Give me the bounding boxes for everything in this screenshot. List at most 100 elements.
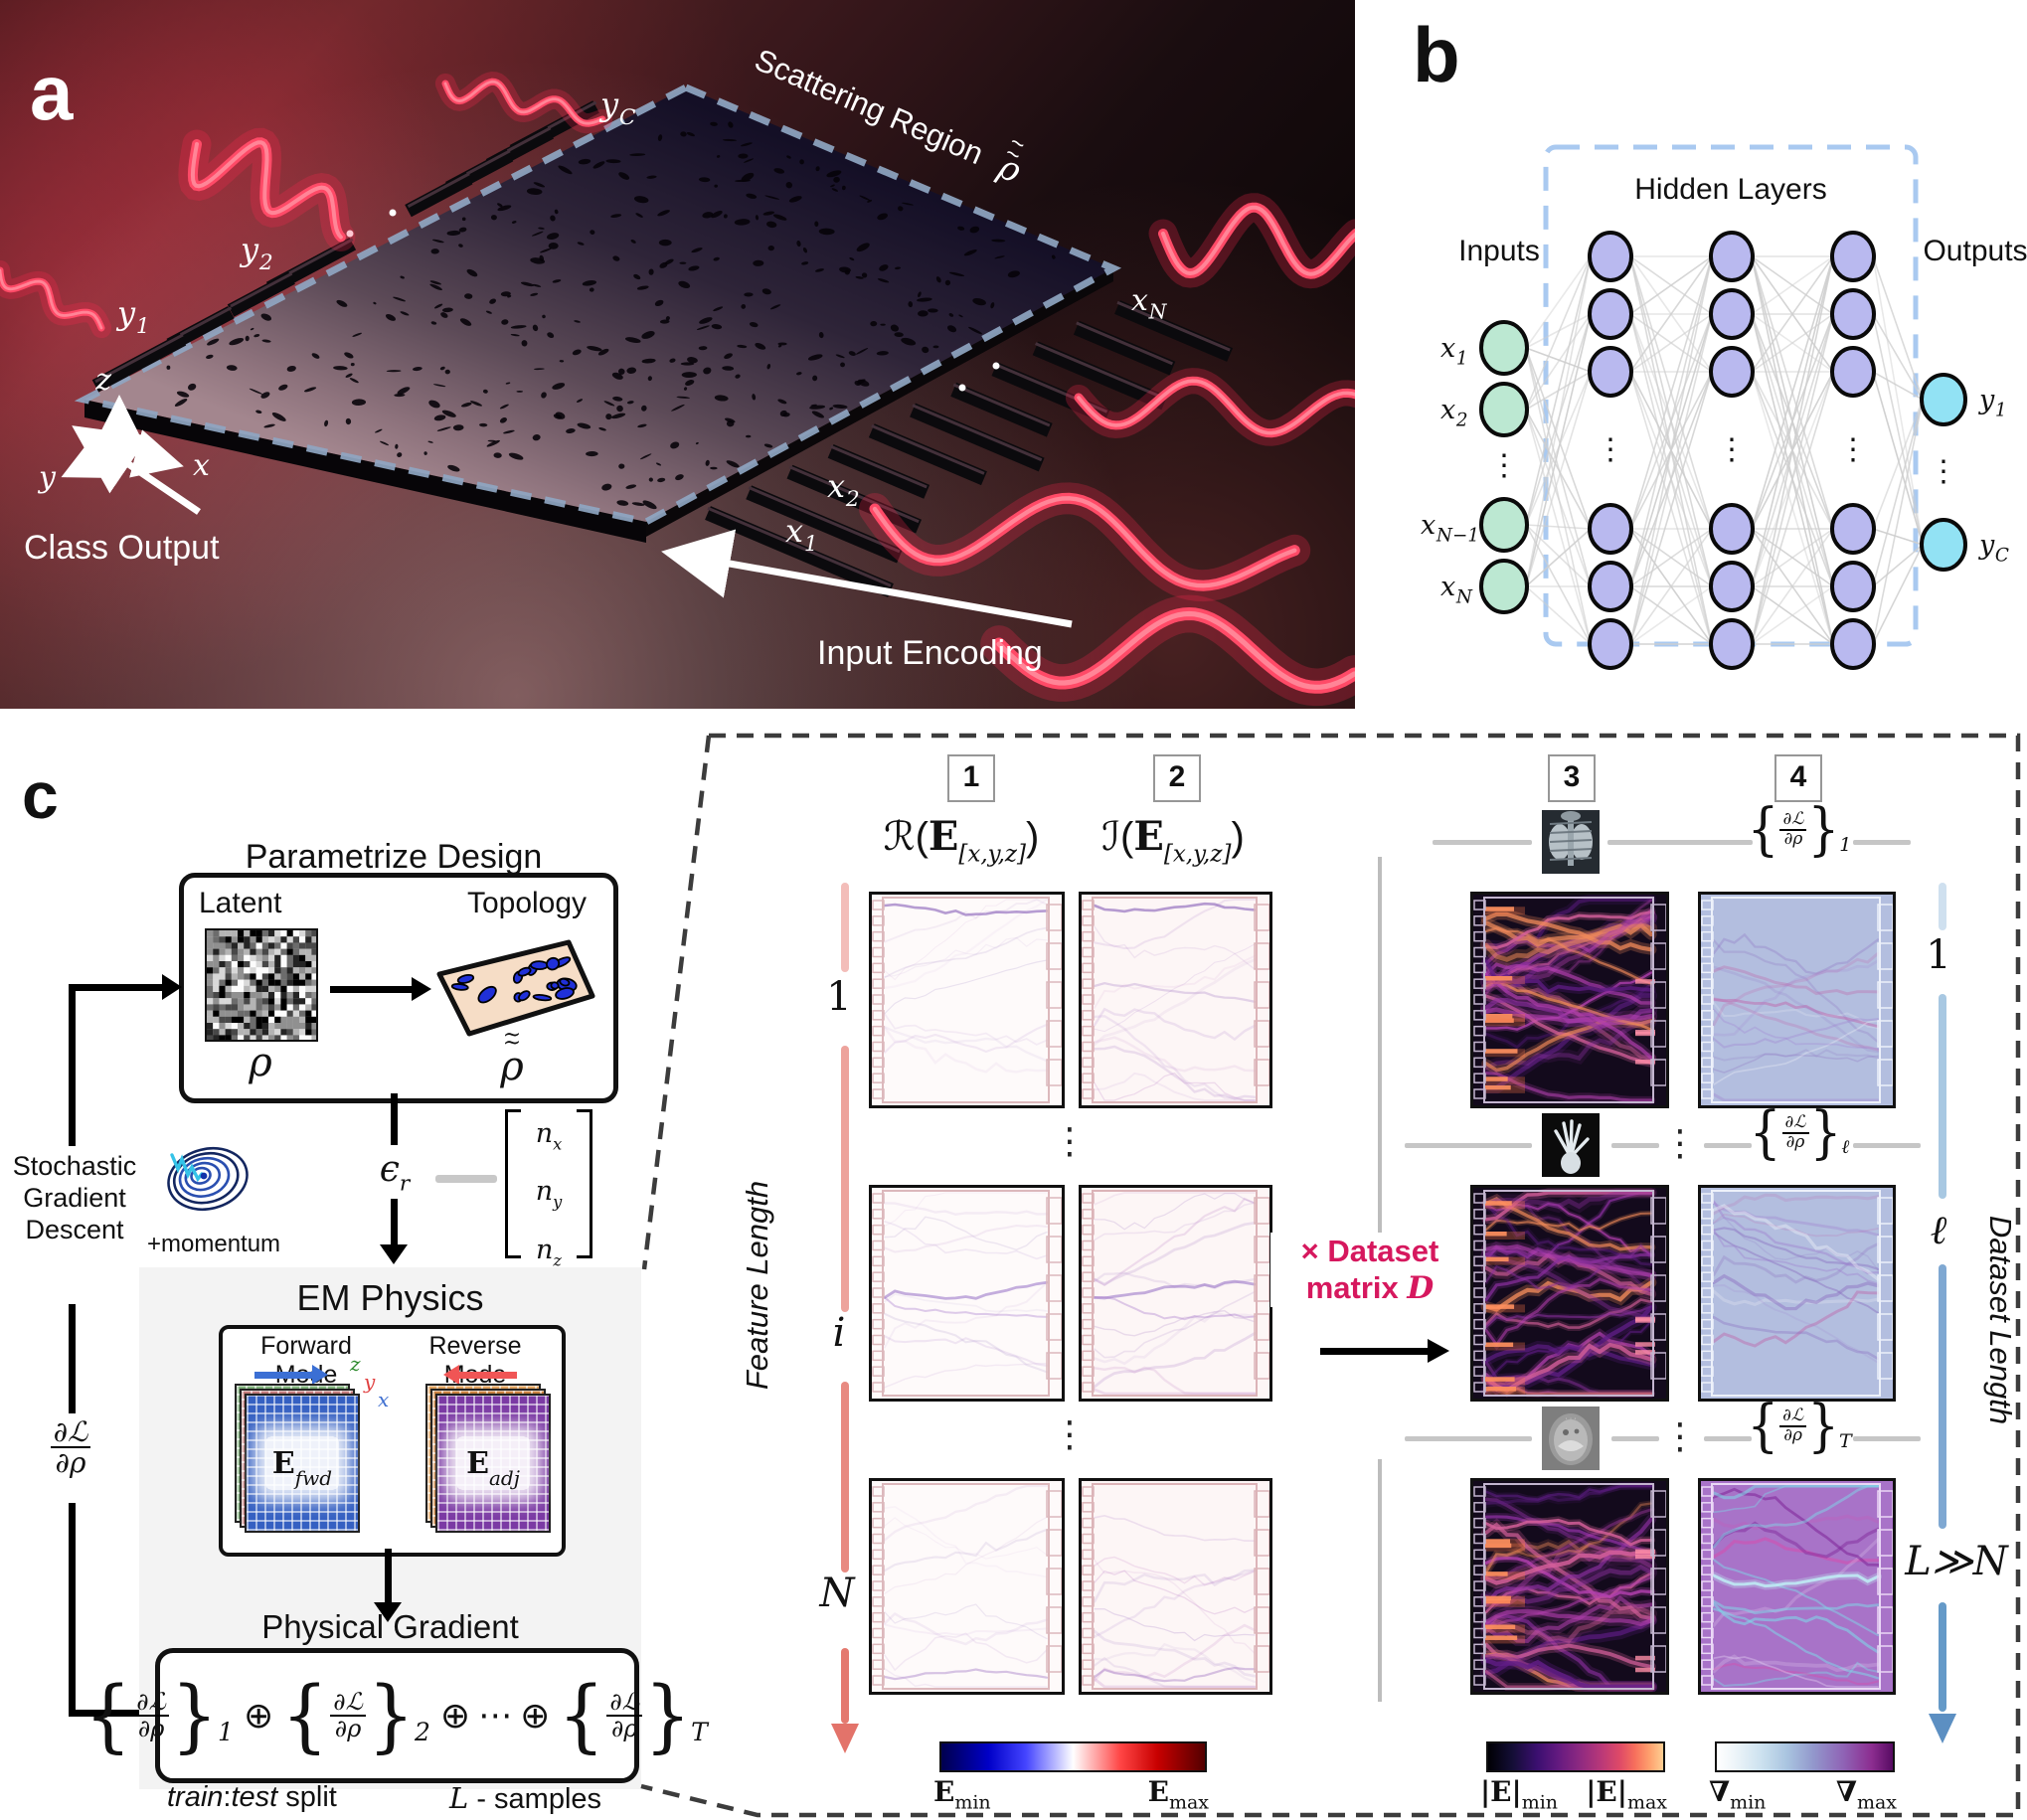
tilde: ~	[502, 1022, 522, 1048]
hand-xray-icon	[1542, 1113, 1600, 1177]
parametrize-design-title: Parametrize Design	[245, 838, 543, 876]
axis-x: x	[193, 448, 210, 483]
light-wave	[0, 259, 112, 339]
cdots: ⋯	[478, 1697, 513, 1735]
latent-to-topology-arrow	[330, 986, 412, 993]
to-em-arrow	[391, 1093, 398, 1145]
colorbar-min-label: |E|min	[1480, 1775, 1559, 1814]
hidden-layers-label: Hidden Layers	[1634, 173, 1826, 206]
panel-c-label: c	[22, 758, 59, 832]
colorbar-max-label: ∇max	[1835, 1775, 1897, 1814]
inputs-label: Inputs	[1458, 235, 1540, 267]
hidden-node	[1588, 346, 1633, 398]
nn-connections	[1525, 255, 1924, 645]
field-image	[1698, 1185, 1896, 1402]
svg-text:x: x	[1421, 510, 1436, 541]
reverse-mode-label: Reverse Mode	[428, 1332, 522, 1389]
field-image	[1079, 1478, 1272, 1695]
svg-text:2: 2	[845, 487, 860, 512]
momentum-label: +momentum	[147, 1231, 281, 1257]
hidden-node	[1830, 231, 1876, 282]
field-image	[1698, 1478, 1896, 1695]
light-wave	[178, 127, 356, 251]
svg-text:y: y	[1978, 530, 1995, 561]
field-image	[1079, 892, 1272, 1108]
dataset-length-arrow	[1939, 883, 1946, 930]
refractive-index-vector: nx ny nz	[505, 1109, 592, 1269]
field-image	[1470, 1185, 1669, 1402]
hidden-node	[1588, 561, 1633, 612]
to-em-arrow	[391, 1199, 398, 1244]
light-wave	[859, 482, 1311, 602]
latent-noise-image	[205, 928, 318, 1042]
input-node-label: x N−1	[1421, 510, 1479, 547]
svg-text:y: y	[239, 231, 259, 268]
separator-line	[1607, 840, 1753, 845]
n-z: nz	[536, 1234, 562, 1269]
hidden-node	[1709, 231, 1755, 282]
input-encoding-arrow	[661, 529, 1073, 628]
colorbar-min-label: Emin	[933, 1775, 991, 1814]
feature-length-arrowhead	[831, 1724, 859, 1753]
dataset-matrix-label: × Dataset matrix D	[1270, 1233, 1469, 1308]
svg-text:N: N	[1148, 299, 1168, 323]
n-y: ny	[535, 1176, 563, 1212]
dataset-length-arrowhead	[1929, 1714, 1956, 1743]
gradient-sample-label: {∂ℒ ∂ρ} ℓ	[1749, 1098, 1850, 1166]
separator-line	[1611, 1143, 1659, 1148]
hidden-node	[1709, 561, 1755, 612]
separator-line	[1853, 1436, 1921, 1441]
arrowhead	[380, 1244, 408, 1264]
feedback-line	[69, 1710, 160, 1717]
em-physics-title: EM Physics	[296, 1277, 484, 1318]
column-header: ℛ(E[x,y,z])	[883, 813, 1040, 868]
epsilon-r: ϵr	[356, 1149, 433, 1197]
svg-text:y: y	[598, 85, 619, 123]
input-node	[1479, 559, 1529, 614]
hidden-node	[1830, 618, 1876, 670]
feedback-line	[69, 1304, 76, 1413]
svg-text:1: 1	[1995, 401, 2007, 421]
vdots: ⋮	[1662, 1123, 1698, 1164]
axis-y-label: y	[364, 1370, 376, 1394]
feature-tick-N: N	[819, 1571, 855, 1616]
chest-xray-icon	[1542, 810, 1600, 874]
hidden-node	[1588, 231, 1633, 282]
svg-text:C: C	[619, 105, 636, 130]
svg-text:· · ·: · · ·	[1566, 1415, 1577, 1422]
svg-text:x: x	[1440, 572, 1455, 602]
step-number-box: 4	[1774, 754, 1822, 802]
to-gradient-arrow	[385, 1549, 392, 1604]
epsilon-link-line	[435, 1175, 497, 1183]
gradient-term-1: {∂ℒ ∂ρ} 1	[84, 1669, 234, 1762]
ct-scan-icon: · · ·	[1542, 1406, 1600, 1470]
svg-text:x: x	[1440, 395, 1455, 425]
gradient-sample-label: {∂ℒ ∂ρ} 1	[1747, 795, 1852, 863]
separator-line	[1853, 1143, 1921, 1148]
vdots: ⋮	[1596, 433, 1625, 466]
separator-line	[1853, 840, 1911, 845]
sgd-spiral-icon	[167, 1147, 249, 1211]
dataset-length-arrow	[1939, 1602, 1946, 1712]
colorbar-nabla	[1715, 1741, 1895, 1772]
forward-mode-label: Forward Mode	[260, 1332, 352, 1389]
dataset-matrix-arrow	[1320, 1348, 1430, 1355]
svg-text:y: y	[1978, 385, 1995, 415]
sgd-label: Stochastic Gradient Descent	[12, 1151, 137, 1244]
field-image	[869, 1478, 1065, 1695]
n-x: nx	[535, 1118, 563, 1154]
chip-plate	[84, 87, 1113, 522]
tilde: ~	[502, 1030, 522, 1056]
topology-plate	[436, 939, 595, 1037]
